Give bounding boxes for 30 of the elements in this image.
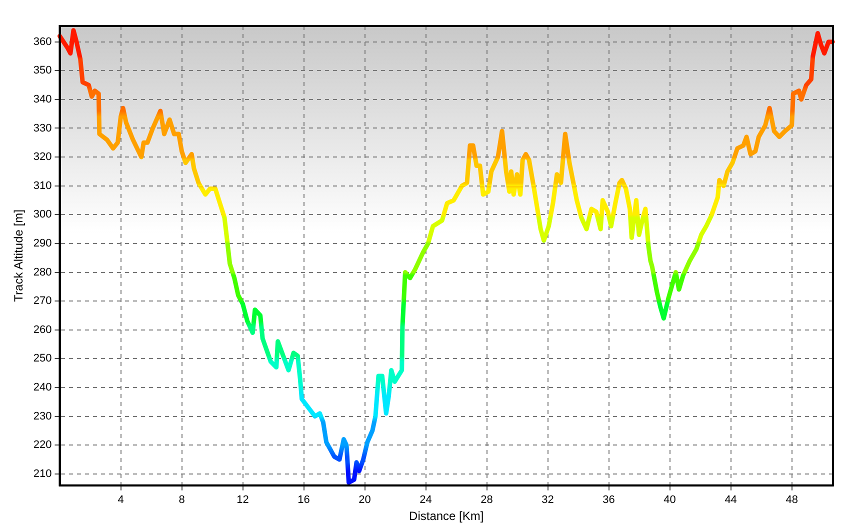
y-tick-label: 300 bbox=[33, 208, 52, 221]
y-tick-label: 330 bbox=[33, 122, 52, 134]
y-tick-label: 360 bbox=[33, 36, 52, 48]
x-axis-title: Distance [Km] bbox=[409, 509, 484, 524]
y-tick-label: 350 bbox=[33, 64, 52, 77]
y-tick-label: 320 bbox=[33, 151, 52, 164]
x-tick-label: 12 bbox=[236, 494, 249, 506]
y-tick-label: 290 bbox=[33, 237, 52, 250]
y-tick-label: 270 bbox=[33, 295, 52, 308]
y-tick-label: 310 bbox=[33, 180, 52, 192]
x-tick-label: 28 bbox=[480, 494, 493, 506]
y-tick-label: 250 bbox=[33, 352, 52, 365]
y-tick-label: 340 bbox=[33, 93, 52, 106]
x-tick-label: 20 bbox=[358, 494, 371, 506]
x-tick-label: 36 bbox=[602, 494, 615, 506]
x-tick-label: 40 bbox=[664, 494, 676, 506]
y-axis-title: Track Altitude [m] bbox=[12, 210, 26, 302]
x-tick-label: 24 bbox=[420, 494, 432, 506]
x-tick-label: 44 bbox=[724, 494, 737, 506]
y-tick-label: 220 bbox=[33, 439, 52, 452]
y-tick-label: 210 bbox=[33, 468, 52, 480]
y-tick-label: 280 bbox=[33, 266, 52, 278]
y-tick-label: 240 bbox=[33, 382, 52, 394]
y-tick-label: 230 bbox=[33, 410, 52, 422]
y-tick-label: 260 bbox=[33, 324, 52, 336]
x-tick-label: 32 bbox=[542, 494, 554, 506]
x-tick-label: 4 bbox=[118, 494, 124, 506]
x-tick-label: 8 bbox=[178, 494, 185, 506]
x-tick-label: 48 bbox=[786, 494, 798, 506]
x-tick-label: 16 bbox=[298, 494, 310, 506]
